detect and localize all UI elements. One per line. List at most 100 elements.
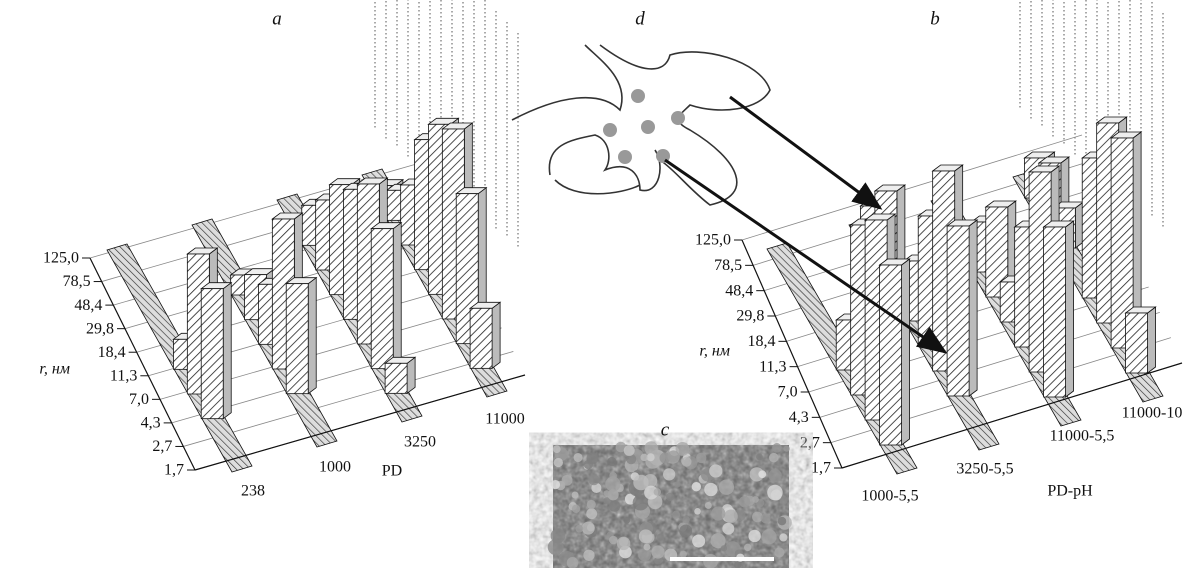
particle xyxy=(772,443,782,453)
y-tick-label: 2,7 xyxy=(800,434,820,451)
particle xyxy=(704,502,712,509)
particle xyxy=(779,533,788,542)
particle xyxy=(566,556,579,568)
particle xyxy=(552,445,561,454)
y-tick-label: 4,3 xyxy=(789,409,809,426)
x-tick-label: 11000-10 xyxy=(1122,405,1183,422)
particle xyxy=(547,539,564,556)
particle xyxy=(722,522,735,535)
particle xyxy=(616,536,631,551)
particle xyxy=(714,534,722,542)
y-tick-label: 1,7 xyxy=(811,460,831,477)
panel-label: b xyxy=(930,8,940,29)
particle xyxy=(623,444,635,456)
bar-side xyxy=(1147,306,1156,374)
y-tick-label: 78,5 xyxy=(63,273,91,290)
bar-side xyxy=(491,301,501,370)
bar-side xyxy=(222,281,232,420)
particle xyxy=(615,441,627,453)
panel-d-particles xyxy=(603,89,685,164)
y-tick-label: 7,0 xyxy=(129,391,149,408)
particle xyxy=(571,491,579,499)
particle xyxy=(694,508,701,515)
particle xyxy=(704,482,718,497)
y-tick-label: 125,0 xyxy=(43,250,79,267)
y-tick-label: 78,5 xyxy=(714,257,742,274)
y-tick-label: 1,7 xyxy=(164,462,184,479)
particle xyxy=(663,468,676,481)
x-axis xyxy=(841,362,1183,469)
x-tick-label: 238 xyxy=(241,483,265,500)
bar-front xyxy=(879,264,902,446)
bar-front xyxy=(1043,226,1066,398)
y-axis-title: r, нм xyxy=(39,361,70,378)
particle xyxy=(679,550,687,558)
panel-a: 125,0 78,5 48,4 29,8 18,4 11,3 7,0 4,3 2,7 1,7 r, … xyxy=(39,0,526,500)
particle xyxy=(653,488,662,496)
particle xyxy=(758,470,767,479)
y-tick-label: 18,4 xyxy=(747,333,775,350)
bar-front xyxy=(469,307,493,369)
panel-d-diagram xyxy=(511,44,771,206)
y-tick-label: 2,7 xyxy=(152,438,172,455)
particle xyxy=(779,495,788,505)
bar-front xyxy=(985,206,1009,298)
particle xyxy=(644,441,658,455)
particle xyxy=(751,496,759,503)
panel-b: 125,0 78,5 48,4 29,8 18,4 11,3 7,0 4,3 2,7 1,7 r, … xyxy=(695,0,1182,505)
particle xyxy=(626,454,637,465)
bar-side xyxy=(307,276,317,395)
particle xyxy=(638,529,653,544)
bar-front xyxy=(384,362,408,394)
particle xyxy=(744,543,752,552)
y-tick-label: 18,4 xyxy=(98,344,126,361)
particle xyxy=(760,513,771,524)
particle xyxy=(667,450,680,463)
bar-side xyxy=(901,258,910,446)
y-tick-label: 29,8 xyxy=(736,308,764,325)
particle xyxy=(609,535,618,545)
x-tick-label: 11000 xyxy=(485,411,524,428)
particle xyxy=(550,528,566,544)
particle xyxy=(623,516,631,524)
particle xyxy=(591,482,602,494)
bar-side xyxy=(896,184,906,272)
x-tick-label: 3250 xyxy=(404,434,436,451)
particle xyxy=(603,490,610,497)
bar-side xyxy=(392,221,402,370)
particle xyxy=(605,476,621,492)
particle xyxy=(654,556,663,565)
y-tick-label: 11,3 xyxy=(110,367,137,384)
particle xyxy=(679,524,693,538)
particle xyxy=(586,452,599,465)
particle xyxy=(696,452,707,464)
particle xyxy=(632,494,649,511)
particle xyxy=(748,529,761,543)
particle xyxy=(607,489,619,501)
bar-side xyxy=(1065,220,1074,398)
panel-label: a xyxy=(272,8,282,29)
particle xyxy=(774,547,785,558)
x-tick-label: 11000-5,5 xyxy=(1050,428,1115,445)
particle xyxy=(608,500,621,512)
y-tick-label: 29,8 xyxy=(86,320,114,337)
particle xyxy=(681,456,692,467)
particle xyxy=(718,479,735,495)
particle xyxy=(633,474,649,491)
particle xyxy=(573,452,583,463)
particle xyxy=(583,549,595,561)
particle xyxy=(571,504,581,514)
y-tick-label: 7,0 xyxy=(778,384,798,401)
particle xyxy=(638,548,652,562)
y-axis xyxy=(741,239,843,469)
particle xyxy=(709,464,723,478)
y-tick-label: 125,0 xyxy=(695,232,731,249)
x-tick-label: 1000-5,5 xyxy=(861,488,918,505)
particle xyxy=(711,506,726,521)
particle xyxy=(752,511,763,523)
particle xyxy=(651,545,665,559)
arrows xyxy=(664,95,948,354)
particle xyxy=(586,508,598,520)
particle xyxy=(666,492,675,502)
